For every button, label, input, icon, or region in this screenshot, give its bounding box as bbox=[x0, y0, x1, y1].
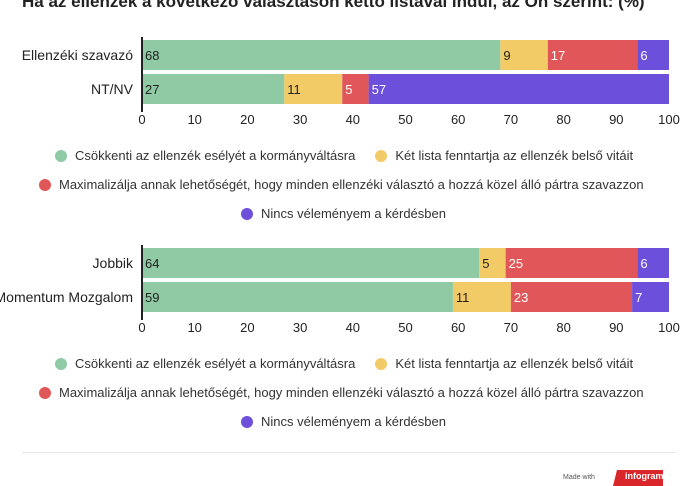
data-label: 57 bbox=[372, 82, 386, 97]
legend-row: Csökkenti az ellenzék esélyét a kormányv… bbox=[55, 356, 653, 371]
category-label: Ellenzéki szavazó bbox=[22, 47, 133, 63]
chart-title: Ha az ellenzék a következő választáson k… bbox=[22, 0, 645, 11]
legend-dot-icon bbox=[39, 178, 51, 191]
tick-label: 0 bbox=[138, 320, 145, 335]
legend-dot-icon bbox=[55, 149, 67, 162]
bar-segment[interactable] bbox=[368, 74, 669, 104]
tick-label: 50 bbox=[398, 112, 412, 127]
legend-dot-icon bbox=[39, 386, 51, 399]
bar-segment[interactable] bbox=[452, 282, 511, 312]
tick-label: 90 bbox=[609, 112, 623, 127]
legend-item[interactable]: Maximalizálja annak lehetőségét, hogy mi… bbox=[39, 385, 644, 400]
category-label: Momentum Mozgalom bbox=[0, 289, 133, 305]
data-label: 64 bbox=[145, 256, 159, 271]
tick-label: 60 bbox=[451, 112, 465, 127]
legend-label: Csökkenti az ellenzék esélyét a kormányv… bbox=[75, 356, 356, 371]
data-label: 59 bbox=[145, 290, 159, 305]
bar-segment[interactable] bbox=[142, 74, 285, 104]
tick-label: 100 bbox=[658, 112, 680, 127]
tick-label: 70 bbox=[504, 112, 518, 127]
bar-segment[interactable] bbox=[284, 74, 343, 104]
data-label: 27 bbox=[145, 82, 159, 97]
category-label: Jobbik bbox=[93, 255, 134, 271]
bar-segment[interactable] bbox=[632, 282, 669, 312]
bar-segment[interactable] bbox=[547, 40, 638, 70]
data-label: 5 bbox=[482, 256, 489, 271]
footer-divider bbox=[22, 452, 676, 453]
tick-label: 40 bbox=[346, 112, 360, 127]
tick-label: 0 bbox=[138, 112, 145, 127]
data-label: 9 bbox=[503, 48, 510, 63]
chart-top: Ellenzéki szavazó 68 9 17 6 NT/NV 27 11 5 57 0 10 20… bbox=[22, 37, 680, 127]
tick-label: 80 bbox=[556, 320, 570, 335]
legend-label: Maximalizálja annak lehetőségét, hogy mi… bbox=[59, 385, 644, 400]
data-label: 25 bbox=[509, 256, 523, 271]
legend-label: Nincs véleményem a kérdésben bbox=[261, 206, 446, 221]
data-label: 11 bbox=[287, 82, 301, 97]
data-label: 6 bbox=[640, 48, 647, 63]
tick-label: 20 bbox=[240, 320, 254, 335]
bar-segment[interactable] bbox=[142, 248, 480, 278]
bar-segment[interactable] bbox=[479, 248, 506, 278]
tick-label: 50 bbox=[398, 320, 412, 335]
legend-item[interactable]: Csökkenti az ellenzék esélyét a kormányv… bbox=[55, 356, 355, 371]
legend-dot-icon bbox=[55, 357, 67, 370]
legend-dot-icon bbox=[241, 415, 253, 428]
data-label: 17 bbox=[551, 48, 565, 63]
tick-label: 20 bbox=[240, 112, 254, 127]
legend-dot-icon bbox=[375, 357, 388, 370]
legend-item[interactable]: Maximalizálja annak lehetőségét, hogy mi… bbox=[39, 177, 644, 192]
tick-label: 80 bbox=[556, 112, 570, 127]
bar-segment[interactable] bbox=[142, 40, 501, 70]
data-label: 11 bbox=[456, 290, 470, 305]
legend-label: Két lista fenntartja az ellenzék belső v… bbox=[395, 356, 634, 371]
bar-segment[interactable] bbox=[142, 282, 453, 312]
legend-label: Nincs véleményem a kérdésben bbox=[261, 414, 446, 429]
data-label: 7 bbox=[635, 290, 642, 305]
legend-label: Csökkenti az ellenzék esélyét a kormányv… bbox=[75, 148, 356, 163]
made-with-text: Made with bbox=[563, 474, 595, 481]
data-label: 6 bbox=[640, 256, 647, 271]
tick-label: 10 bbox=[187, 320, 201, 335]
legend-item[interactable]: Két lista fenntartja az ellenzék belső v… bbox=[375, 356, 633, 371]
tick-label: 30 bbox=[293, 112, 307, 127]
legend-row: Nincs véleményem a kérdésben bbox=[241, 206, 466, 221]
tick-label: 100 bbox=[658, 320, 680, 335]
tick-label: 30 bbox=[293, 320, 307, 335]
bar-segment[interactable] bbox=[510, 282, 633, 312]
tick-label: 90 bbox=[609, 320, 623, 335]
tick-label: 40 bbox=[346, 320, 360, 335]
bar-segment[interactable] bbox=[505, 248, 638, 278]
legend-item[interactable]: Nincs véleményem a kérdésben bbox=[241, 414, 446, 429]
legend-dot-icon bbox=[375, 149, 388, 162]
tick-label: 10 bbox=[187, 112, 201, 127]
legend-row: Nincs véleményem a kérdésben bbox=[241, 414, 466, 429]
bar-segment[interactable] bbox=[637, 40, 669, 70]
tick-label: 70 bbox=[504, 320, 518, 335]
category-label: NT/NV bbox=[91, 81, 134, 97]
legend-label: Maximalizálja annak lehetőségét, hogy mi… bbox=[59, 177, 644, 192]
legend-row: Maximalizálja annak lehetőségét, hogy mi… bbox=[39, 385, 664, 400]
legend-label: Két lista fenntartja az ellenzék belső v… bbox=[395, 148, 634, 163]
legend-row: Csökkenti az ellenzék esélyét a kormányv… bbox=[55, 148, 653, 163]
bar-segment[interactable] bbox=[637, 248, 669, 278]
legend-item[interactable]: Csökkenti az ellenzék esélyét a kormányv… bbox=[55, 148, 355, 163]
legend-item[interactable]: Két lista fenntartja az ellenzék belső v… bbox=[375, 148, 633, 163]
legend-item[interactable]: Nincs véleményem a kérdésben bbox=[241, 206, 446, 221]
tick-label: 60 bbox=[451, 320, 465, 335]
data-label: 68 bbox=[145, 48, 159, 63]
data-label: 5 bbox=[345, 82, 352, 97]
infogram-logo[interactable]: infogram bbox=[613, 470, 663, 486]
legend-dot-icon bbox=[241, 207, 253, 220]
bar-segment[interactable] bbox=[342, 74, 369, 104]
bar-segment[interactable] bbox=[500, 40, 548, 70]
data-label: 23 bbox=[514, 290, 528, 305]
legend-row: Maximalizálja annak lehetőségét, hogy mi… bbox=[39, 177, 664, 192]
